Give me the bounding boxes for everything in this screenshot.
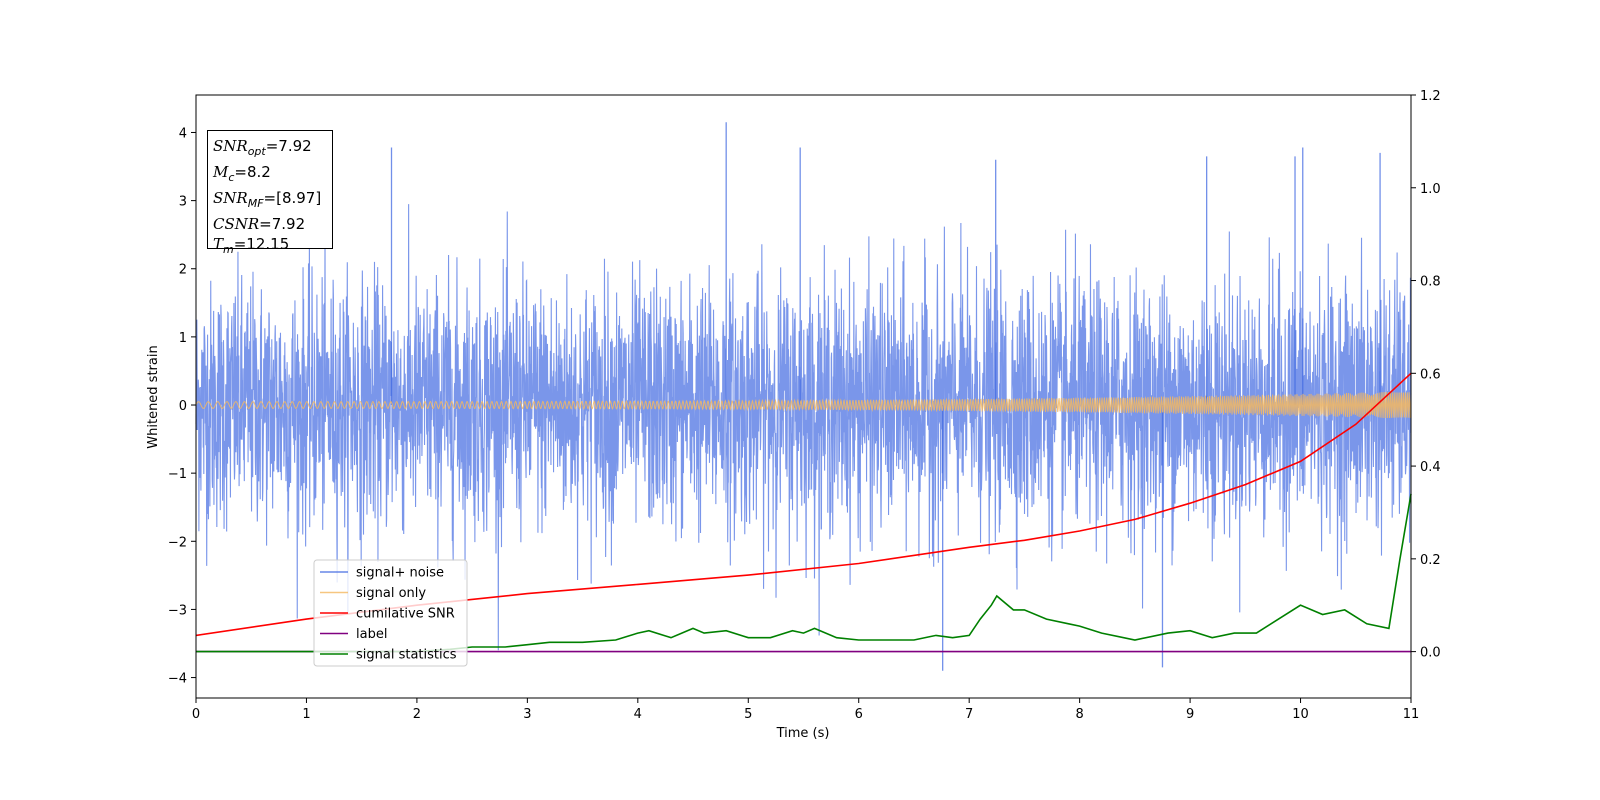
y2-tick-label: 1.2	[1420, 89, 1441, 104]
signal-statistics-line	[196, 493, 1412, 653]
signal-plus-noise-line	[195, 122, 1412, 671]
y2-axis-ticks: 0.0 0.2 0.4 0.6 0.8 1.0 1.2	[1411, 89, 1441, 661]
annotation-line-mc: Mc=8.2	[213, 163, 271, 184]
x-tick-label: 8	[1075, 707, 1083, 722]
y-axis-ticks: −4 −3 −2 −1 0 1 2 3 4	[168, 126, 196, 687]
annotation-line-tm: Tm=12.15	[213, 235, 290, 256]
x-tick-label: 3	[523, 707, 531, 722]
y-tick-label: −3	[168, 603, 187, 618]
x-tick-label: 10	[1292, 707, 1309, 722]
x-tick-label: 0	[192, 707, 200, 722]
y-axis-label: Whitened strain	[146, 345, 161, 448]
annotation-line-csnr: CSNR=7.92	[213, 215, 306, 233]
y-tick-label: −1	[168, 467, 187, 482]
x-axis-ticks: 0 1 2 3 4 5 6 7 8 9 10 11	[192, 698, 1419, 722]
y-tick-label: 3	[179, 195, 187, 210]
x-tick-label: 5	[744, 707, 752, 722]
legend-entry-label: signal statistics	[356, 648, 457, 663]
cumulative-snr-line	[195, 372, 1412, 637]
x-tick-label: 2	[413, 707, 421, 722]
legend-frame	[313, 559, 468, 667]
x-tick-label: 11	[1403, 707, 1420, 722]
annotation-line-snr-mf: SNRMF=[8.97]	[213, 189, 322, 210]
annotation-box: SNRopt=7.92 Mc=8.2 SNRMF=[8.97] CSNR=7.9…	[207, 130, 333, 256]
y-tick-label: −4	[168, 672, 187, 687]
x-tick-label: 1	[302, 707, 310, 722]
y2-tick-label: 1.0	[1420, 182, 1441, 197]
annotation-line-snr-opt: SNRopt=7.92	[213, 137, 312, 158]
x-tick-label: 9	[1186, 707, 1194, 722]
legend: signal+ noise signal only cumilative SNR la…	[313, 559, 468, 667]
legend-entry-label: signal only	[356, 586, 426, 601]
y-tick-label: 0	[179, 399, 187, 414]
y2-tick-label: 0.2	[1420, 553, 1441, 568]
legend-entry-label: label	[356, 627, 387, 642]
x-tick-label: 4	[634, 707, 642, 722]
y2-tick-label: 0.0	[1420, 646, 1441, 661]
plot-area-frame	[195, 94, 1412, 699]
y-tick-label: 1	[179, 331, 187, 346]
x-tick-label: 7	[965, 707, 973, 722]
x-tick-label: 6	[855, 707, 863, 722]
legend-entry-label: cumilative SNR	[356, 607, 455, 622]
y2-tick-label: 0.8	[1420, 275, 1441, 290]
signal-only-line	[195, 392, 1412, 419]
y2-tick-label: 0.4	[1420, 460, 1441, 475]
x-axis-label: Time (s)	[776, 726, 830, 741]
y-tick-label: 2	[179, 263, 187, 278]
y-tick-label: −2	[168, 535, 187, 550]
y-tick-label: 4	[179, 126, 187, 141]
legend-entry-label: signal+ noise	[356, 566, 444, 581]
signal-only-trace	[195, 392, 1412, 419]
y2-tick-label: 0.6	[1420, 367, 1441, 382]
